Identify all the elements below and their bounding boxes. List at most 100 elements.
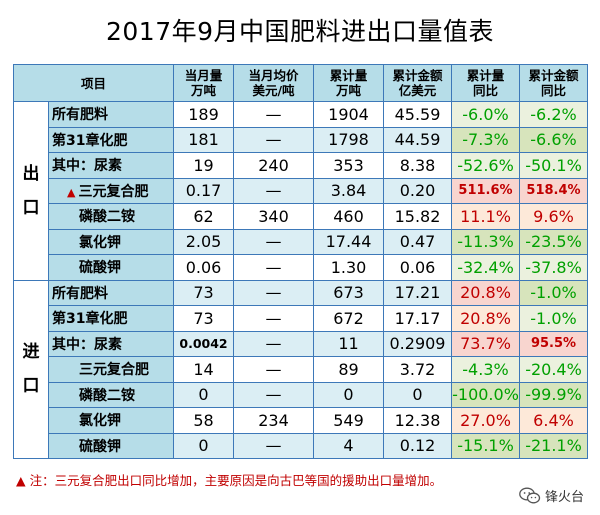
cell-cum-qty: 672 (313, 305, 384, 332)
cell-cum-qty: 17.44 (313, 228, 384, 255)
cell-cum-qty-yoy: -6.0% (451, 101, 520, 128)
cell-month-qty: 0.17 (173, 177, 234, 204)
cell-cum-value-yoy: -99.9% (519, 381, 588, 408)
table-row: 第31章化肥 181 — 1798 44.59 -7.3% -6.6% (14, 126, 588, 153)
cell-month-price: — (233, 432, 314, 459)
cell-cum-qty-yoy: 27.0% (451, 407, 520, 434)
cell-cum-value: 0.12 (383, 432, 452, 459)
row-name: 硫酸钾 (48, 254, 174, 281)
cell-cum-value-yoy: -6.2% (519, 101, 588, 128)
table-row: 磷酸二铵 0 — 0 0 -100.0% -99.9% (14, 381, 588, 408)
cell-cum-qty-yoy: 20.8% (451, 279, 520, 306)
cell-month-qty: 189 (173, 101, 234, 128)
cell-cum-value: 0.06 (383, 254, 452, 281)
cell-cum-value-yoy: -1.0% (519, 279, 588, 306)
footnote-text: 注：三元复合肥出口同比增加，主要原因是向古巴等国的援助出口量增加。 (29, 473, 443, 488)
cell-month-qty: 2.05 (173, 228, 234, 255)
cell-cum-qty: 673 (313, 279, 384, 306)
table-row: 氯化钾 2.05 — 17.44 0.47 -11.3% -23.5% (14, 228, 588, 255)
cell-cum-qty-yoy: -52.6% (451, 152, 520, 179)
cell-cum-value: 0.47 (383, 228, 452, 255)
warning-triangle-icon: ▲ (16, 473, 26, 488)
row-name: 磷酸二铵 (48, 203, 174, 230)
row-name: 第31章化肥 (48, 305, 174, 332)
cell-cum-qty: 1904 (313, 101, 384, 128)
cell-month-price: — (233, 381, 314, 408)
cell-month-price: — (233, 177, 314, 204)
header-cum-qty-yoy: 累计量 同比 (451, 64, 520, 102)
header-cum-value-yoy: 累计金额 同比 (519, 64, 588, 102)
cell-month-price: 340 (233, 203, 314, 230)
cell-cum-value: 45.59 (383, 101, 452, 128)
cell-cum-qty: 460 (313, 203, 384, 230)
header-row: 项目 当月量 万吨 当月均价 美元/吨 累计量 万吨 累计金额 亿美元 累计量 同比 累计… (13, 64, 588, 102)
cell-cum-value: 17.21 (383, 279, 452, 306)
table-row: 进口 所有肥料 73 — 673 17.21 20.8% -1.0% (13, 279, 588, 459)
cell-cum-value: 0 (383, 381, 452, 408)
row-name: 所有肥料 (48, 101, 174, 128)
header-item: 项目 (13, 64, 174, 102)
cell-cum-value: 44.59 (383, 126, 452, 153)
cell-cum-qty-yoy: -4.3% (451, 356, 520, 383)
cell-cum-value-yoy: 6.4% (519, 407, 588, 434)
cell-month-qty: 73 (173, 279, 234, 306)
row-name: 第31章化肥 (48, 126, 174, 153)
cell-month-qty: 0 (173, 432, 234, 459)
table-row: 磷酸二铵 62 340 460 15.82 11.1% 9.6% (14, 203, 588, 230)
cell-cum-value: 17.17 (383, 305, 452, 332)
cell-month-qty: 14 (173, 356, 234, 383)
table-row: 三元复合肥 14 — 89 3.72 -4.3% -20.4% (14, 356, 588, 383)
table-row: 其中：尿素 19 240 353 8.38 -52.6% -50.1% (14, 152, 588, 179)
table-row: 其中：尿素 0.0042 — 11 0.2909 73.7% 95.5% (14, 330, 588, 357)
wechat-icon (519, 487, 541, 503)
header-month-price: 当月均价 美元/吨 (233, 64, 314, 102)
cell-month-price: — (233, 279, 314, 306)
section-label-import: 进口 (13, 279, 49, 459)
cell-month-price: — (233, 101, 314, 128)
row-name: 其中：尿素 (48, 152, 174, 179)
cell-cum-qty-yoy: -11.3% (451, 228, 520, 255)
cell-cum-qty-yoy: -32.4% (451, 254, 520, 281)
cell-cum-value: 0.2909 (383, 330, 452, 357)
section-label-export: 出口 (13, 101, 49, 281)
cell-cum-qty-yoy: 511.6% (451, 177, 520, 204)
cell-cum-value-yoy: -50.1% (519, 152, 588, 179)
cell-cum-value-yoy: -6.6% (519, 126, 588, 153)
header-cum-value: 累计金额 亿美元 (383, 64, 452, 102)
cell-month-price: — (233, 330, 314, 357)
cell-cum-qty-yoy: 73.7% (451, 330, 520, 357)
footnote: ▲ 注：三元复合肥出口同比增加，主要原因是向古巴等国的援助出口量增加。 (16, 470, 442, 489)
cell-month-price: 240 (233, 152, 314, 179)
cell-cum-qty: 4 (313, 432, 384, 459)
header-cum-qty: 累计量 万吨 (313, 64, 384, 102)
cell-cum-qty: 1798 (313, 126, 384, 153)
cell-month-price: — (233, 305, 314, 332)
row-name: 三元复合肥 (48, 356, 174, 383)
cell-month-price: — (233, 228, 314, 255)
warning-triangle-icon: ▲ (67, 185, 76, 199)
cell-month-qty: 0.06 (173, 254, 234, 281)
cell-cum-value-yoy: 9.6% (519, 203, 588, 230)
cell-month-price: — (233, 356, 314, 383)
header-month-qty: 当月量 万吨 (173, 64, 234, 102)
row-name: 磷酸二铵 (48, 381, 174, 408)
table-row: 出口 所有肥料 189 — 1904 45.59 -6.0% -6.2% (13, 101, 588, 281)
cell-month-price: — (233, 254, 314, 281)
table-row: 硫酸钾 0 — 4 0.12 -15.1% -21.1% (14, 432, 588, 459)
cell-cum-value-yoy: 518.4% (519, 177, 588, 204)
table-row: 氯化钾 58 234 549 12.38 27.0% 6.4% (14, 407, 588, 434)
cell-month-qty: 73 (173, 305, 234, 332)
cell-cum-qty-yoy: -15.1% (451, 432, 520, 459)
cell-cum-qty: 89 (313, 356, 384, 383)
cell-month-qty: 0.0042 (173, 330, 234, 357)
table-row: 硫酸钾 0.06 — 1.30 0.06 -32.4% -37.8% (14, 254, 588, 281)
cell-cum-value-yoy: -20.4% (519, 356, 588, 383)
row-name: 其中：尿素 (48, 330, 174, 357)
cell-cum-qty-yoy: 20.8% (451, 305, 520, 332)
cell-cum-value: 0.20 (383, 177, 452, 204)
row-name: 硫酸钾 (48, 432, 174, 459)
cell-cum-qty: 353 (313, 152, 384, 179)
fertilizer-table: 项目 当月量 万吨 当月均价 美元/吨 累计量 万吨 累计金额 亿美元 累计量 同比 累计… (13, 64, 588, 459)
row-name: ▲ 三元复合肥 (48, 177, 174, 204)
table-row: ▲ 三元复合肥 0.17 — 3.84 0.20 511.6% 518.4% (14, 177, 588, 204)
